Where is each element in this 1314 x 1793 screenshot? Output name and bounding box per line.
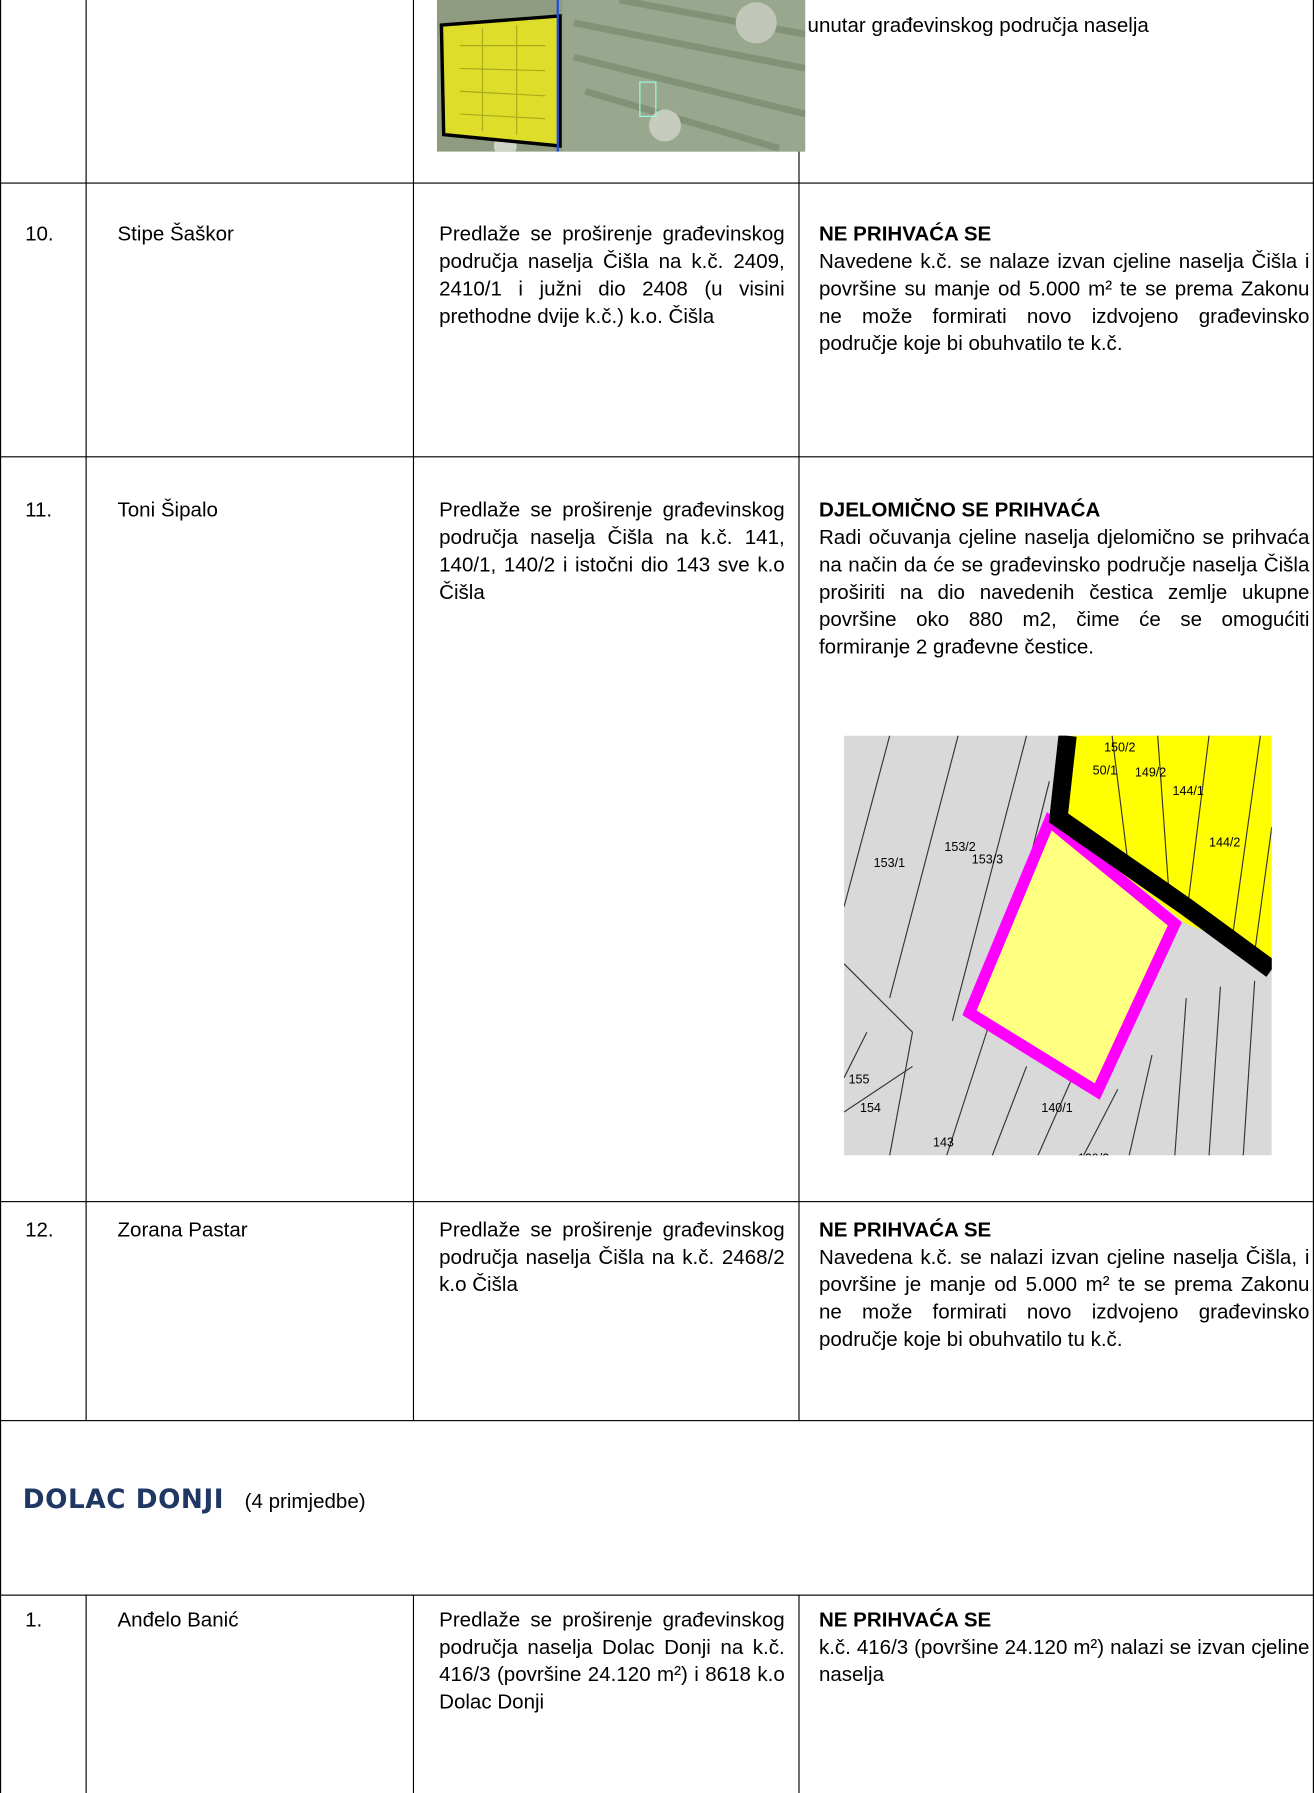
- row-border: [0, 456, 1314, 458]
- row-number: 12.: [25, 1218, 54, 1241]
- row-border: [0, 1201, 1314, 1203]
- map-label: 150/2: [1104, 741, 1135, 755]
- map-label: 149/2: [1135, 766, 1166, 780]
- map-label: 144/1: [1173, 784, 1204, 798]
- map-label: 155: [849, 1073, 870, 1087]
- col-border: [412, 1594, 415, 1793]
- col-border: [412, 0, 415, 1421]
- map-label: 154: [860, 1101, 881, 1115]
- row-request: Predlaže se proširenje građevinskog podr…: [439, 1218, 785, 1296]
- row-border: [0, 182, 1314, 184]
- row-verdict: NE PRIHVAĆA SE: [818, 222, 992, 246]
- row-name: Stipe Šaškor: [117, 222, 234, 246]
- section-count: (4 primjedbe): [244, 1489, 366, 1513]
- map-label: 143: [933, 1135, 954, 1149]
- map-label: 144/2: [1209, 835, 1240, 849]
- map-label: 153/2: [944, 840, 975, 854]
- row-request: Predlaže se proširenje građevinskog podr…: [439, 1608, 785, 1714]
- map-labels: 150/2 50/1 149/2 144/1 144/2 153/2 153/1 153/3 1…: [849, 741, 1241, 1156]
- row-border: [0, 1594, 1314, 1596]
- row-verdict: NE PRIHVAĆA SE: [818, 1218, 992, 1241]
- map-label: 153/3: [972, 852, 1003, 866]
- table-border: [1312, 0, 1314, 1793]
- row-decision: Navedena k.č. se nalazi izvan cjeline na…: [818, 1245, 1310, 1351]
- row-name: Anđelo Banić: [117, 1608, 239, 1632]
- row-number: 11.: [25, 498, 53, 522]
- col-border: [798, 0, 800, 1421]
- map-label: 140/1: [1041, 1101, 1072, 1115]
- col-border: [85, 0, 87, 1421]
- section-title: DOLAC DONJI: [22, 1485, 225, 1515]
- row-verdict: DJELOMIČNO SE PRIHVAĆA: [818, 498, 1101, 522]
- decision-text: unutar građevinskog područja naselja: [807, 13, 1149, 37]
- row-decision: Radi očuvanja cjeline naselja djelomično…: [818, 525, 1310, 659]
- map-label: 139/2: [1078, 1151, 1109, 1155]
- section-header: DOLAC DONJI (4 primjedbe): [23, 1485, 366, 1515]
- row-name: Zorana Pastar: [117, 1218, 248, 1241]
- row-request: Predlaže se proširenje građevinskog podr…: [439, 222, 785, 328]
- row-verdict: NE PRIHVAĆA SE: [818, 1608, 992, 1632]
- row-decision: Navedene k.č. se nalaze izvan cjeline na…: [818, 249, 1310, 355]
- row-request: Predlaže se proširenje građevinskog podr…: [439, 498, 785, 604]
- row-number: 1.: [25, 1608, 43, 1632]
- map-label: 50/1: [1093, 763, 1117, 777]
- col-border: [85, 1594, 87, 1793]
- cadastral-map: 150/2 50/1 149/2 144/1 144/2 153/2 153/1 153/3 1…: [844, 735, 1272, 1156]
- row-number: 10.: [25, 222, 54, 246]
- row-border: [0, 1420, 1314, 1422]
- map-label: 153/1: [874, 856, 905, 870]
- table-border: [0, 0, 2, 1793]
- row-name: Toni Šipalo: [117, 498, 218, 522]
- aerial-photo: [436, 0, 806, 152]
- row-decision: k.č. 416/3 (površine 24.120 m²) nalazi s…: [818, 1635, 1310, 1686]
- col-border: [798, 1594, 800, 1793]
